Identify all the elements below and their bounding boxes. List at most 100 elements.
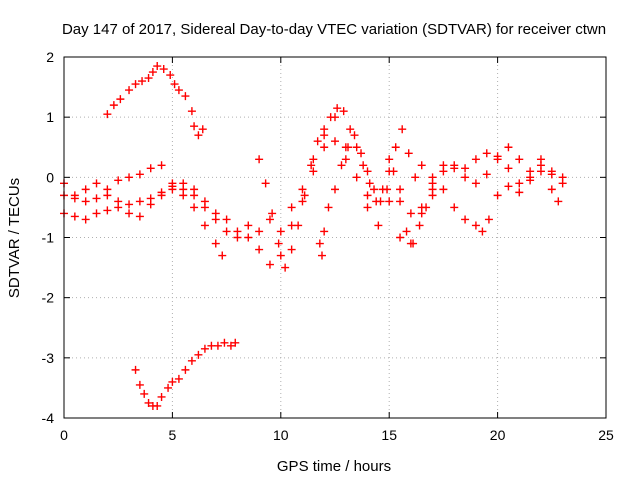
- data-point: [320, 125, 329, 134]
- x-axis-label: GPS time / hours: [277, 458, 391, 475]
- data-point: [337, 161, 346, 170]
- data-point: [298, 197, 307, 206]
- data-point: [226, 341, 235, 350]
- data-point: [359, 161, 368, 170]
- plot-frame: [63, 56, 607, 419]
- data-point: [346, 125, 355, 134]
- data-point: [265, 260, 274, 269]
- data-point: [265, 215, 274, 224]
- data-point: [376, 197, 385, 206]
- data-point: [320, 227, 329, 236]
- data-point: [131, 80, 140, 89]
- data-point: [222, 215, 231, 224]
- data-point: [194, 131, 203, 140]
- x-tick-label: 0: [60, 427, 68, 443]
- data-point: [471, 155, 480, 164]
- series-track-lower-early: [131, 338, 240, 410]
- data-point: [307, 161, 316, 170]
- series-track-h: [417, 161, 563, 236]
- data-point: [320, 143, 329, 152]
- data-point: [92, 179, 101, 188]
- data-point: [220, 338, 229, 347]
- data-point: [396, 185, 405, 194]
- data-point: [547, 185, 556, 194]
- data-point: [81, 197, 90, 206]
- data-point: [168, 182, 177, 191]
- data-point: [504, 182, 513, 191]
- data-point: [411, 173, 420, 182]
- data-point: [309, 155, 318, 164]
- data-point: [439, 185, 448, 194]
- tick-labels: 0 5 10 15 20 25 -4 -3 -2 -1 0 1 2: [42, 49, 614, 443]
- data-point: [244, 233, 253, 242]
- data-point: [352, 173, 361, 182]
- series-track-e: [315, 131, 437, 260]
- data-point: [471, 179, 480, 188]
- data-point: [482, 149, 491, 158]
- data-point: [125, 200, 134, 209]
- y-tick-label: -3: [42, 350, 55, 366]
- data-point: [164, 383, 173, 392]
- y-tick-label: -2: [42, 290, 55, 306]
- data-point: [81, 185, 90, 194]
- data-point: [396, 233, 405, 242]
- data-point: [92, 209, 101, 218]
- data-point: [396, 197, 405, 206]
- data-point: [187, 356, 196, 365]
- data-point: [383, 185, 392, 194]
- data-point: [363, 167, 372, 176]
- data-point: [70, 194, 79, 203]
- data-point: [428, 191, 437, 200]
- data-point: [222, 227, 231, 236]
- data-point: [482, 170, 491, 179]
- data-point: [144, 74, 153, 83]
- data-point: [350, 131, 359, 140]
- data-point: [276, 227, 285, 236]
- data-point: [187, 107, 196, 116]
- data-point: [114, 176, 123, 185]
- data-point: [363, 203, 372, 212]
- x-tick-label: 25: [598, 427, 614, 443]
- data-point: [317, 251, 326, 260]
- data-point: [200, 221, 209, 230]
- data-point: [211, 215, 220, 224]
- data-point: [389, 167, 398, 176]
- data-point: [324, 203, 333, 212]
- data-point: [146, 194, 155, 203]
- data-point: [92, 194, 101, 203]
- data-point: [135, 380, 144, 389]
- data-point: [190, 122, 199, 131]
- data-point: [135, 170, 144, 179]
- data-point: [103, 110, 112, 119]
- data-point: [131, 365, 140, 374]
- data-point: [439, 161, 448, 170]
- data-point: [450, 203, 459, 212]
- data-point: [515, 179, 524, 188]
- data-point: [450, 164, 459, 173]
- data-point: [181, 92, 190, 101]
- data-point: [428, 173, 437, 182]
- data-point: [200, 203, 209, 212]
- data-point: [294, 221, 303, 230]
- data-point: [313, 137, 322, 146]
- data-point: [148, 68, 157, 77]
- data-point: [174, 374, 183, 383]
- data-point: [365, 179, 374, 188]
- y-tick-label: 0: [46, 169, 54, 185]
- x-tick-label: 5: [169, 427, 177, 443]
- data-point: [402, 227, 411, 236]
- data-point: [255, 245, 264, 254]
- data-point: [526, 173, 535, 182]
- data-point: [261, 179, 270, 188]
- data-point: [504, 143, 513, 152]
- data-point: [153, 401, 162, 410]
- x-tick-label: 15: [381, 427, 397, 443]
- data-point: [331, 137, 339, 146]
- data-point: [268, 209, 277, 218]
- data-point: [558, 179, 567, 188]
- data-point: [417, 161, 426, 170]
- data-point: [174, 86, 183, 95]
- data-point: [417, 203, 426, 212]
- data-point: [309, 167, 318, 176]
